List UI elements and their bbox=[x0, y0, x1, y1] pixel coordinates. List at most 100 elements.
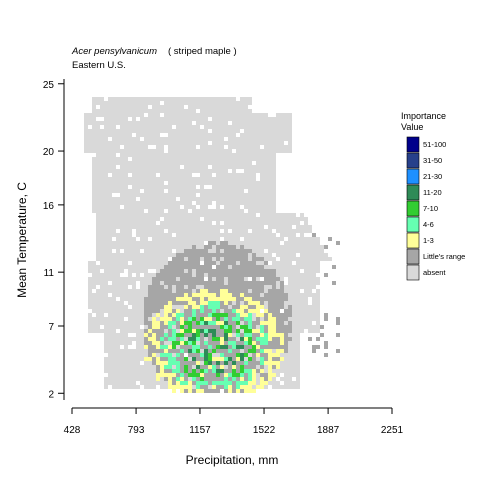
absent-cell bbox=[104, 381, 108, 385]
iv-11-20-cell bbox=[224, 321, 228, 325]
iv-4-6-cell bbox=[176, 317, 180, 321]
iv-1-3-cell bbox=[224, 297, 228, 301]
absent-cell bbox=[296, 333, 300, 337]
absent-cell bbox=[284, 241, 288, 245]
range-cell bbox=[160, 277, 164, 281]
absent-cell bbox=[120, 257, 124, 261]
absent-cell bbox=[236, 217, 240, 221]
range-cell bbox=[184, 349, 188, 353]
absent-cell bbox=[252, 133, 256, 137]
range-cell bbox=[260, 265, 264, 269]
range-cell bbox=[180, 361, 184, 365]
absent-cell bbox=[184, 181, 188, 185]
absent-cell bbox=[248, 145, 252, 149]
absent-cell bbox=[100, 169, 104, 173]
absent-cell bbox=[204, 113, 208, 117]
absent-cell bbox=[168, 233, 172, 237]
range-cell bbox=[160, 333, 164, 337]
iv-1-3-cell bbox=[252, 389, 256, 393]
absent-cell bbox=[204, 233, 208, 237]
absent-cell bbox=[240, 221, 244, 225]
absent-cell bbox=[284, 381, 288, 385]
absent-cell bbox=[252, 241, 256, 245]
absent-cell bbox=[112, 97, 116, 101]
absent-cell bbox=[244, 161, 248, 165]
range-cell bbox=[184, 313, 188, 317]
axes bbox=[63, 79, 392, 409]
absent-cell bbox=[220, 181, 224, 185]
absent-cell bbox=[208, 113, 212, 117]
absent-cell bbox=[152, 213, 156, 217]
absent-cell bbox=[132, 213, 136, 217]
absent-cell bbox=[160, 253, 164, 257]
absent-cell bbox=[176, 157, 180, 161]
range-cell bbox=[180, 285, 184, 289]
absent-cell bbox=[120, 197, 124, 201]
absent-cell bbox=[156, 261, 160, 265]
iv-1-3-cell bbox=[192, 301, 196, 305]
absent-cell bbox=[144, 97, 148, 101]
range-cell bbox=[240, 317, 244, 321]
absent-cell bbox=[316, 329, 320, 333]
absent-cell bbox=[192, 241, 196, 245]
absent-cell bbox=[284, 305, 288, 309]
absent-cell bbox=[156, 245, 160, 249]
absent-cell bbox=[216, 193, 220, 197]
absent-cell bbox=[300, 249, 304, 253]
absent-cell bbox=[304, 293, 308, 297]
range-cell bbox=[220, 277, 224, 281]
absent-cell bbox=[192, 137, 196, 141]
absent-cell bbox=[124, 161, 128, 165]
range-cell bbox=[244, 365, 248, 369]
absent-cell bbox=[200, 117, 204, 121]
absent-cell bbox=[252, 177, 256, 181]
absent-cell bbox=[244, 121, 248, 125]
absent-cell bbox=[248, 233, 252, 237]
absent-cell bbox=[160, 257, 164, 261]
range-cell bbox=[176, 301, 180, 305]
absent-cell bbox=[156, 153, 160, 157]
iv-1-3-cell bbox=[252, 301, 256, 305]
absent-cell bbox=[112, 325, 116, 329]
absent-cell bbox=[136, 377, 140, 381]
absent-cell bbox=[248, 153, 252, 157]
absent-cell bbox=[284, 149, 288, 153]
iv-7-10-cell bbox=[212, 337, 216, 341]
absent-cell bbox=[260, 229, 264, 233]
absent-cell bbox=[296, 373, 300, 377]
iv-1-3-cell bbox=[268, 321, 272, 325]
absent-cell bbox=[144, 381, 148, 385]
absent-cell bbox=[248, 213, 252, 217]
absent-cell bbox=[300, 233, 304, 237]
absent-cell bbox=[108, 373, 112, 377]
range-cell bbox=[212, 289, 216, 293]
absent-cell bbox=[140, 181, 144, 185]
absent-cell bbox=[188, 101, 192, 105]
absent-cell bbox=[188, 97, 192, 101]
absent-cell bbox=[236, 177, 240, 181]
iv-1-3-cell bbox=[220, 357, 224, 361]
range-cell bbox=[192, 285, 196, 289]
absent-cell bbox=[296, 285, 300, 289]
range-cell bbox=[220, 333, 224, 337]
absent-cell bbox=[292, 353, 296, 357]
absent-cell bbox=[96, 269, 100, 273]
absent-cell bbox=[160, 193, 164, 197]
range-cell bbox=[148, 341, 152, 345]
range-cell bbox=[200, 333, 204, 337]
absent-cell bbox=[144, 289, 148, 293]
absent-cell bbox=[320, 245, 324, 249]
absent-cell bbox=[316, 261, 320, 265]
absent-cell bbox=[292, 241, 296, 245]
range-cell bbox=[156, 289, 160, 293]
absent-cell bbox=[256, 233, 260, 237]
absent-cell bbox=[228, 265, 232, 269]
absent-cell bbox=[220, 117, 224, 121]
absent-cell bbox=[264, 149, 268, 153]
absent-cell bbox=[120, 97, 124, 101]
range-cell bbox=[216, 333, 220, 337]
range-cell bbox=[248, 281, 252, 285]
iv-1-3-cell bbox=[144, 345, 148, 349]
absent-cell bbox=[164, 129, 168, 133]
absent-cell bbox=[304, 261, 308, 265]
